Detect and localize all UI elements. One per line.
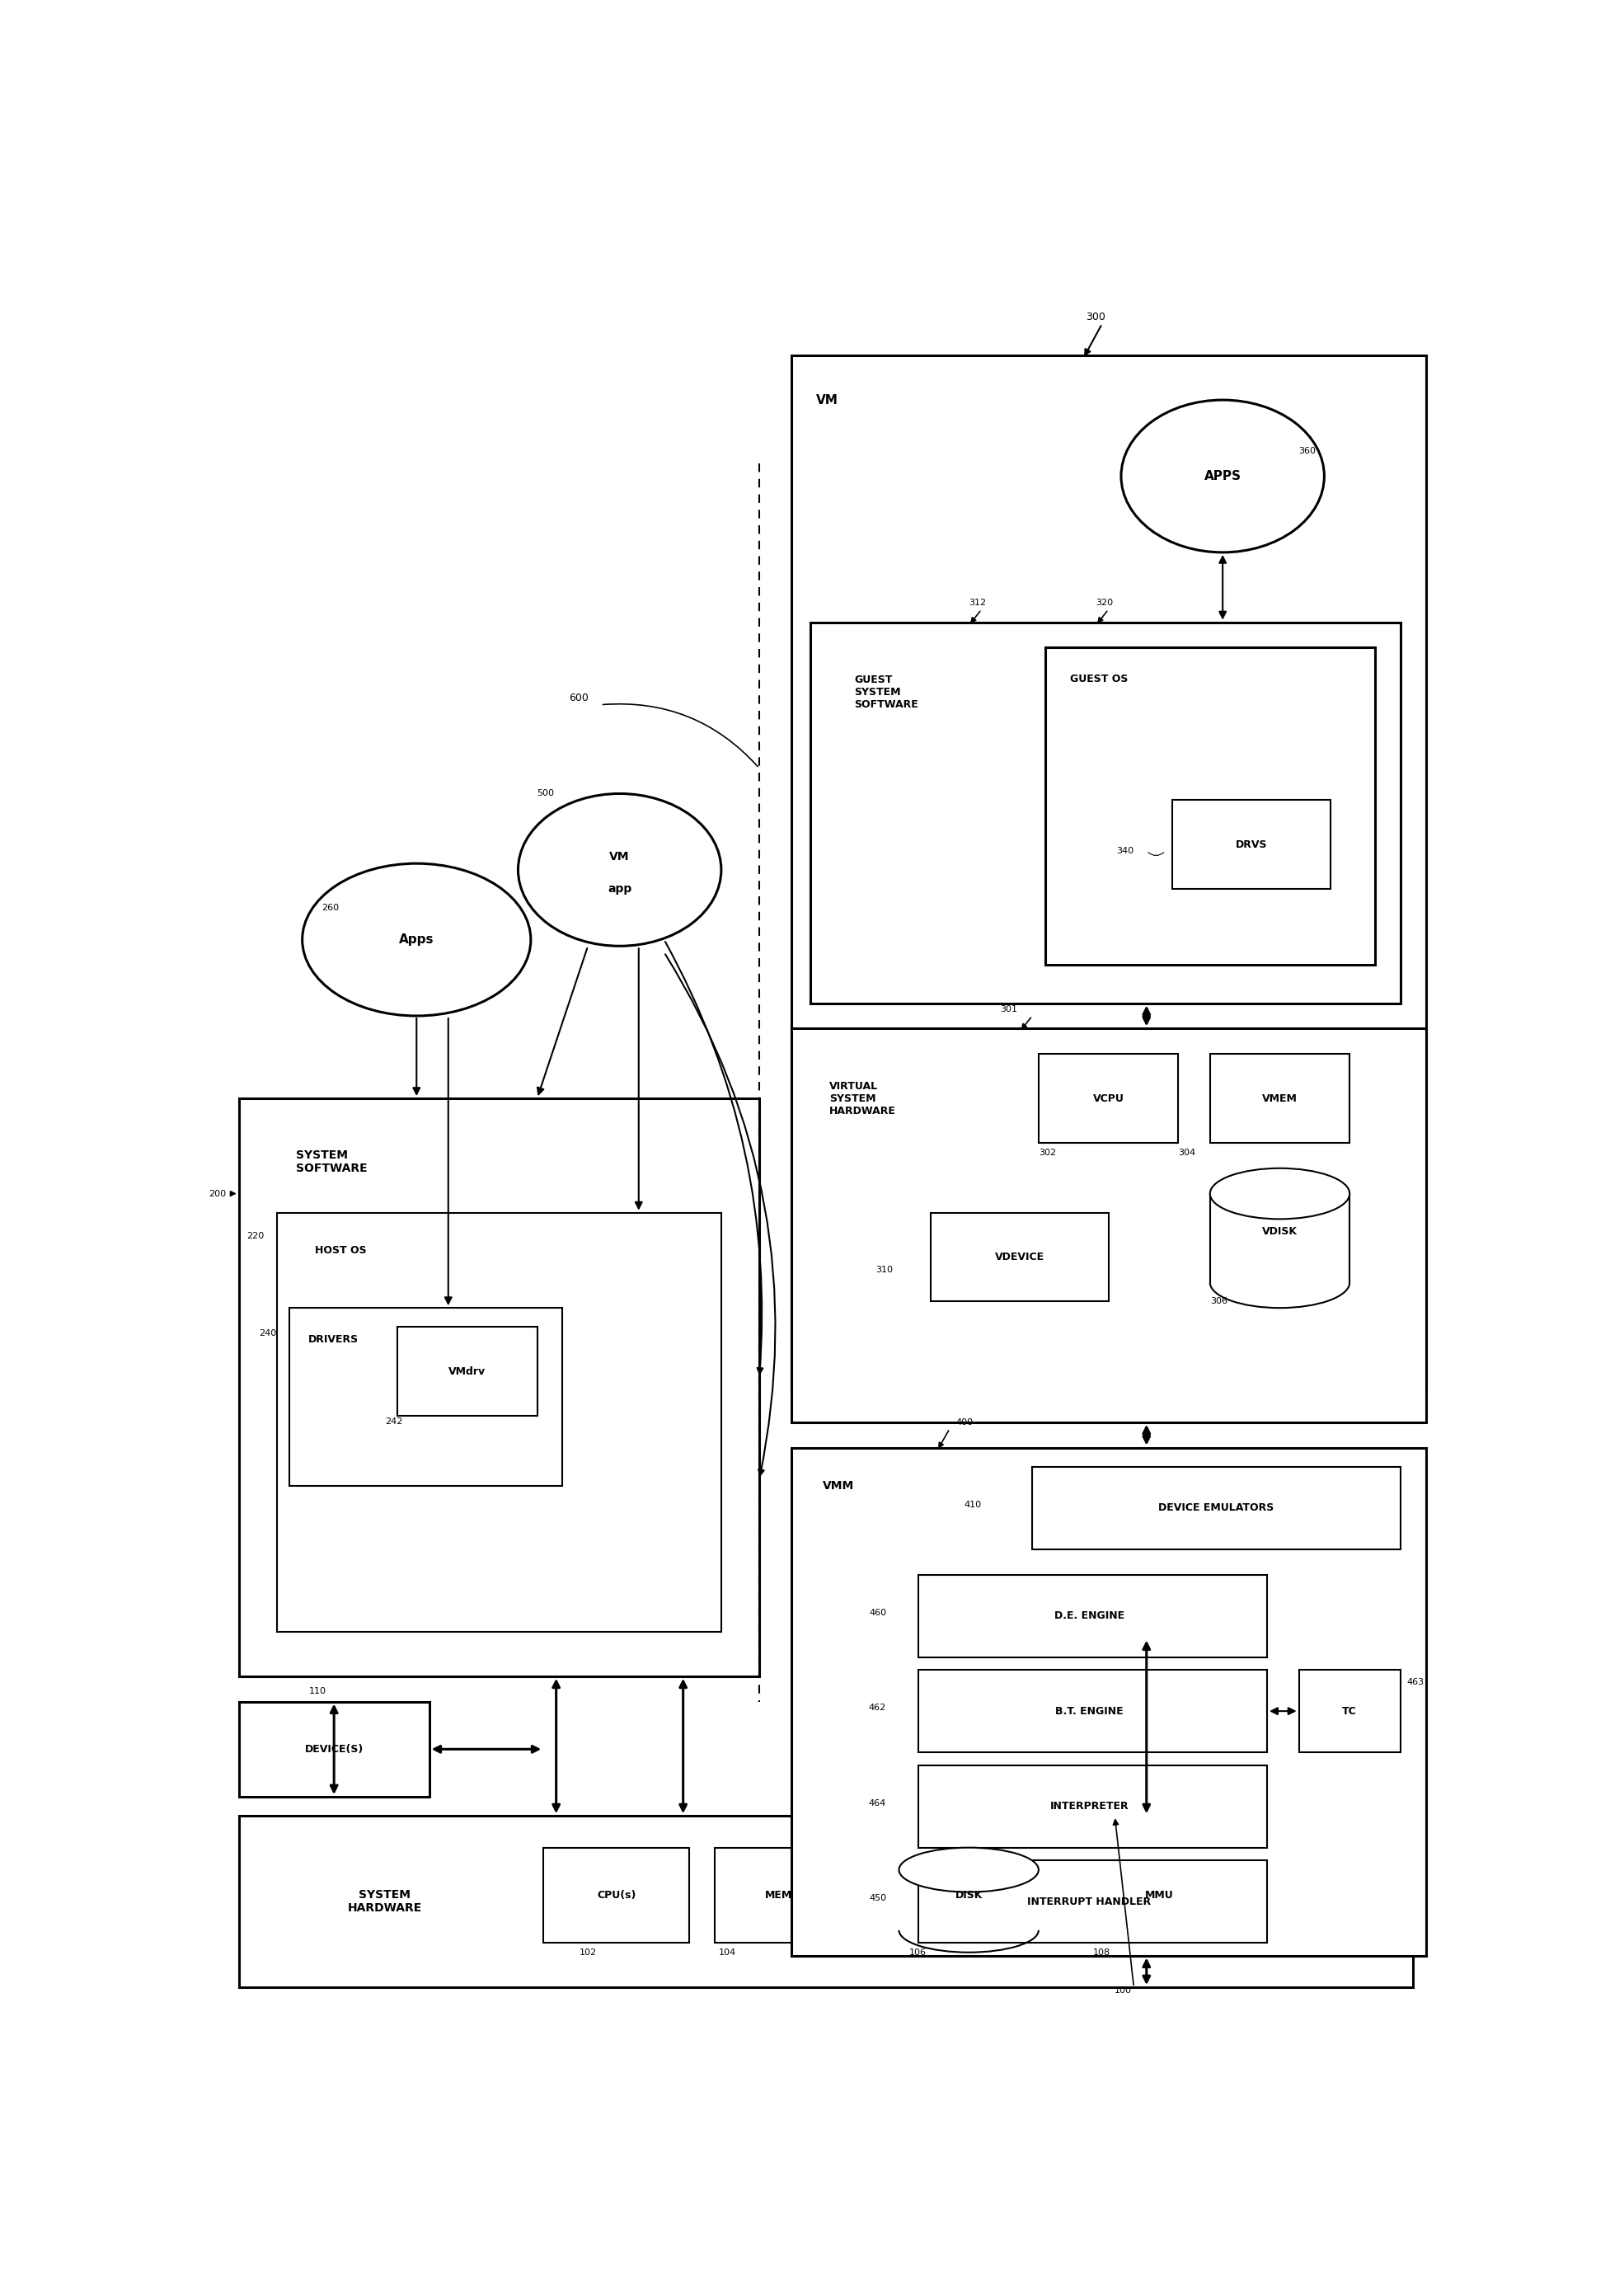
Text: DEVICE(S): DEVICE(S) [305, 1745, 364, 1754]
Text: TC: TC [1343, 1706, 1358, 1715]
Text: INTERRUPT HANDLER: INTERRUPT HANDLER [1028, 1897, 1151, 1906]
Text: 500: 500 [538, 789, 554, 799]
Text: 102: 102 [580, 1947, 596, 1957]
Text: 260: 260 [322, 903, 339, 912]
Text: 410: 410 [965, 1502, 981, 1508]
Ellipse shape [1121, 400, 1324, 553]
Text: SYSTEM
HARDWARE: SYSTEM HARDWARE [348, 1888, 422, 1913]
Text: VCPU: VCPU [1093, 1092, 1124, 1103]
Text: 320: 320 [1096, 598, 1112, 607]
Bar [398, 1326, 538, 1415]
Text: VMdrv: VMdrv [448, 1365, 486, 1376]
Text: VM: VM [609, 851, 630, 862]
Ellipse shape [1210, 1169, 1350, 1219]
Bar [791, 355, 1426, 1383]
Text: 600: 600 [568, 694, 588, 703]
Text: 463: 463 [1406, 1679, 1424, 1686]
Bar [1096, 1847, 1223, 1943]
Text: VM: VM [817, 394, 838, 407]
Text: MMU: MMU [1145, 1891, 1174, 1900]
Ellipse shape [900, 1847, 1039, 1893]
Ellipse shape [518, 794, 721, 946]
Text: 312: 312 [970, 598, 986, 607]
Text: 304: 304 [1179, 1149, 1195, 1156]
Bar [1044, 648, 1376, 965]
Bar [239, 1099, 760, 1677]
Text: 220: 220 [247, 1231, 265, 1240]
Bar [239, 1815, 1413, 1988]
Text: 300: 300 [1086, 312, 1106, 323]
Text: SYSTEM
SOFTWARE: SYSTEM SOFTWARE [296, 1149, 367, 1174]
Bar [715, 1847, 841, 1943]
Text: B.T. ENGINE: B.T. ENGINE [1056, 1706, 1124, 1715]
Bar [810, 621, 1400, 1003]
Bar [918, 1861, 1267, 1943]
Text: 100: 100 [1114, 1986, 1132, 1995]
Bar [918, 1765, 1267, 1847]
Text: VIRTUAL
SYSTEM
HARDWARE: VIRTUAL SYSTEM HARDWARE [830, 1081, 896, 1117]
Text: app: app [607, 883, 632, 894]
Bar [1299, 1670, 1400, 1752]
Text: DRIVERS: DRIVERS [309, 1335, 359, 1345]
Bar [791, 1028, 1426, 1422]
Ellipse shape [302, 865, 531, 1017]
Text: 301: 301 [1000, 1006, 1018, 1015]
Text: Apps: Apps [400, 933, 434, 946]
Bar [1173, 801, 1330, 890]
Text: DRVS: DRVS [1236, 839, 1267, 851]
Text: D.E. ENGINE: D.E. ENGINE [1054, 1611, 1124, 1622]
Text: APPS: APPS [1203, 471, 1241, 482]
Text: HOST OS: HOST OS [315, 1244, 367, 1256]
Text: 450: 450 [869, 1895, 887, 1902]
Text: GUEST OS: GUEST OS [1070, 673, 1129, 685]
Bar [544, 1847, 690, 1943]
Bar [289, 1308, 562, 1486]
Text: 242: 242 [385, 1417, 403, 1426]
Text: DISK: DISK [955, 1891, 983, 1900]
Bar [1033, 1467, 1400, 1549]
Text: VMM: VMM [823, 1481, 854, 1492]
Bar [931, 1213, 1109, 1301]
Text: VDISK: VDISK [1262, 1226, 1298, 1238]
Text: 106: 106 [909, 1947, 927, 1957]
Bar [918, 1670, 1267, 1752]
Text: 240: 240 [260, 1329, 276, 1338]
Text: 200: 200 [209, 1190, 226, 1197]
Text: 104: 104 [719, 1947, 736, 1957]
Text: VDEVICE: VDEVICE [996, 1251, 1044, 1263]
Text: 110: 110 [309, 1688, 326, 1695]
Text: 302: 302 [1039, 1149, 1056, 1156]
Text: GUEST
SYSTEM
SOFTWARE: GUEST SYSTEM SOFTWARE [854, 673, 919, 710]
Text: 400: 400 [957, 1417, 973, 1426]
Text: DEVICE EMULATORS: DEVICE EMULATORS [1158, 1502, 1275, 1513]
Bar [1210, 1053, 1350, 1142]
Text: VMEM: VMEM [1262, 1092, 1298, 1103]
Text: INTERPRETER: INTERPRETER [1051, 1802, 1129, 1811]
Text: CPU(s): CPU(s) [598, 1891, 637, 1900]
Bar [791, 1447, 1426, 1956]
Text: 460: 460 [869, 1608, 887, 1618]
Text: 340: 340 [1116, 846, 1134, 855]
Bar [918, 1574, 1267, 1656]
Bar [239, 1702, 429, 1797]
Text: 108: 108 [1093, 1947, 1111, 1957]
Text: 464: 464 [869, 1800, 887, 1806]
Text: 306: 306 [1210, 1297, 1228, 1306]
Text: 310: 310 [875, 1265, 893, 1274]
Bar [1039, 1053, 1179, 1142]
Text: MEM: MEM [765, 1891, 793, 1900]
Bar [276, 1213, 721, 1631]
Text: 360: 360 [1299, 446, 1315, 455]
Text: 462: 462 [869, 1704, 887, 1713]
